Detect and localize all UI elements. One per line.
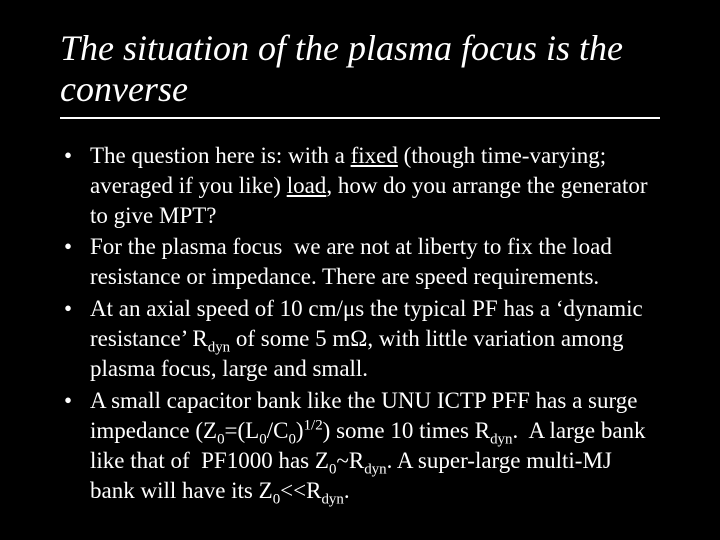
bullet-item: The question here is: with a fixed (thou… xyxy=(60,141,660,231)
bullet-item: At an axial speed of 10 cm/μs the typica… xyxy=(60,294,660,384)
bullet-item: For the plasma focus we are not at liber… xyxy=(60,232,660,292)
slide-title: The situation of the plasma focus is the… xyxy=(60,28,660,119)
bullet-item: A small capacitor bank like the UNU ICTP… xyxy=(60,386,660,506)
bullet-list: The question here is: with a fixed (thou… xyxy=(60,141,660,506)
slide: The situation of the plasma focus is the… xyxy=(0,0,720,540)
